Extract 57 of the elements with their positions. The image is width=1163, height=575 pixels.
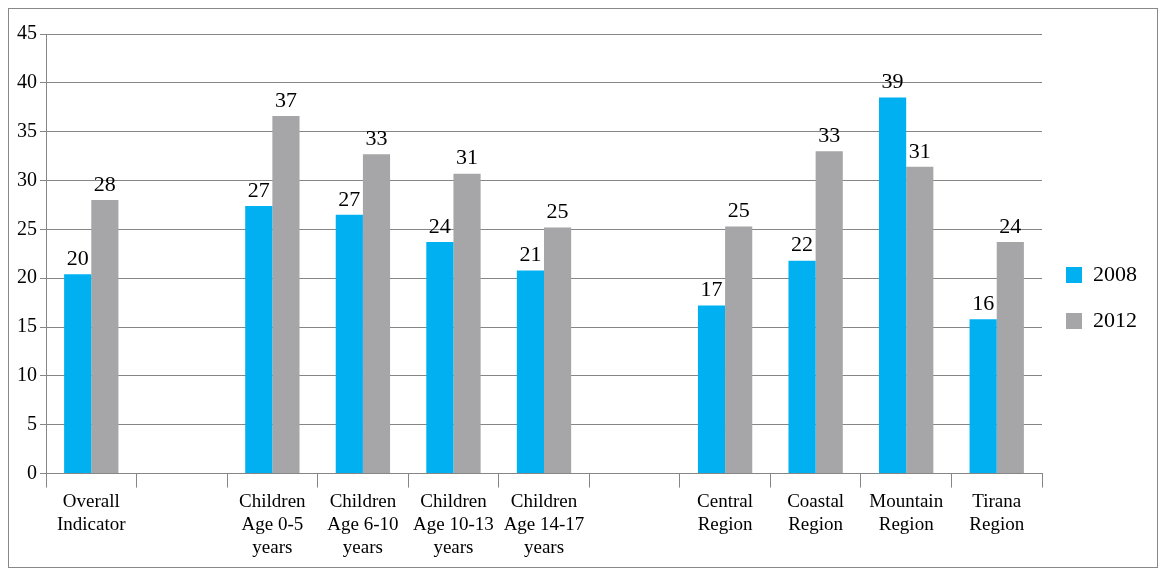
y-tick-label: 15 (17, 314, 37, 337)
data-label: 17 (700, 276, 723, 302)
x-tick-label: Children Age 10-13 years (413, 489, 494, 557)
data-label: 22 (791, 231, 814, 257)
legend-label: 2012 (1093, 306, 1137, 332)
bar (969, 319, 997, 474)
x-tick-label: Mountain Region (869, 489, 944, 534)
bar (335, 214, 363, 474)
bar (516, 270, 544, 474)
bar (426, 242, 454, 474)
bar (544, 227, 572, 474)
x-tick-label: Coastal Region (787, 489, 845, 534)
legend-label: 2008 (1093, 260, 1137, 286)
data-label: 27 (247, 176, 270, 202)
y-tick-label: 35 (17, 118, 37, 141)
bar (906, 166, 934, 474)
x-tick-label: Children Age 0-5 years (239, 489, 307, 557)
x-tick-label: Children Age 6-10 years (327, 489, 399, 557)
data-label: 31 (908, 137, 931, 163)
data-label: 33 (365, 124, 388, 150)
data-label: 16 (972, 290, 995, 316)
data-label: 20 (66, 245, 89, 271)
bar (788, 260, 816, 474)
data-label: 21 (519, 241, 542, 267)
data-label: 28 (93, 170, 116, 196)
bar (272, 116, 300, 474)
y-tick-label: 25 (17, 216, 37, 239)
data-label: 39 (881, 68, 904, 94)
data-label: 25 (546, 198, 569, 224)
data-label: 33 (818, 122, 841, 148)
data-label: 37 (274, 86, 297, 112)
bar (362, 154, 391, 474)
y-tick-label: 30 (17, 167, 37, 190)
bar (453, 173, 481, 474)
y-tick-label: 45 (17, 21, 37, 44)
data-label: 25 (727, 197, 750, 223)
x-tick-label: Children Age 14-17 years (503, 489, 585, 557)
data-label: 24 (999, 212, 1022, 238)
bar (879, 97, 907, 474)
x-tick-label: Overall Indicator (56, 489, 127, 534)
y-tick-label: 5 (27, 412, 37, 435)
bar (245, 205, 273, 474)
bar (91, 200, 119, 474)
bar (815, 151, 843, 474)
data-label: 27 (338, 185, 361, 211)
y-tick-label: 10 (17, 363, 37, 386)
data-label: 31 (456, 144, 479, 170)
bar (725, 226, 753, 474)
x-tick-label: Central Region (697, 489, 754, 534)
bar (996, 242, 1024, 474)
y-tick-label: 0 (27, 460, 37, 483)
y-tick-label: 40 (17, 70, 37, 93)
x-tick-label: Tirana Region (969, 489, 1025, 534)
bar (64, 274, 92, 474)
bar (697, 305, 726, 474)
y-tick-label: 20 (17, 265, 37, 288)
data-label: 24 (428, 212, 451, 238)
